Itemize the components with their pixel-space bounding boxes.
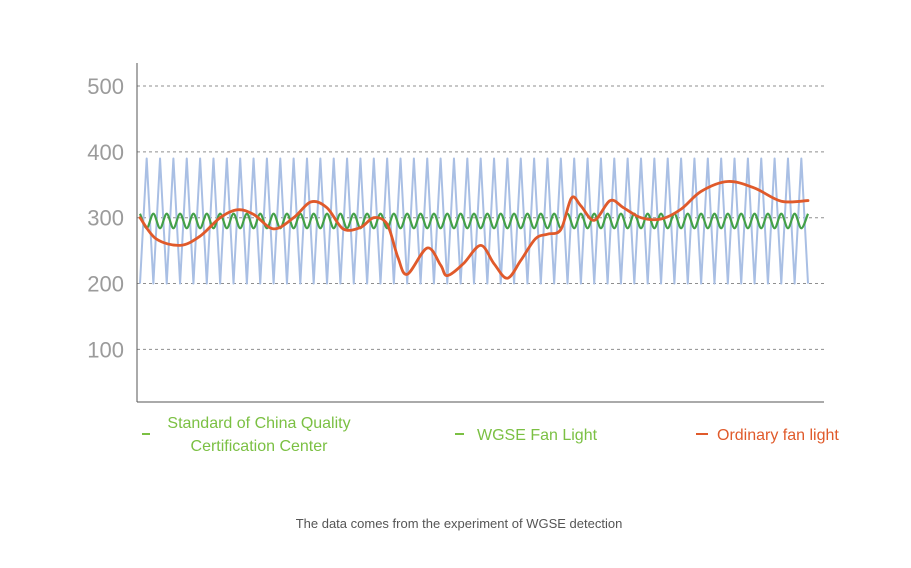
y-tick-label: 400	[87, 140, 124, 165]
series-line-standard	[139, 157, 809, 285]
y-tick-label: 100	[87, 337, 124, 362]
legend-label-wgse: WGSE Fan Light	[477, 427, 598, 444]
y-tick-label: 300	[87, 206, 124, 231]
axes: 100 200 300 400 500	[87, 63, 824, 403]
series-lines	[138, 157, 810, 285]
legend-label-standard-line2: Certification Center	[191, 438, 329, 455]
grid-lines	[137, 85, 824, 350]
y-tick-label: 500	[87, 74, 124, 99]
series-line-ordinary	[138, 180, 810, 280]
caption-group: The data comes from the experiment of WG…	[296, 516, 623, 531]
chart-caption: The data comes from the experiment of WG…	[296, 516, 623, 531]
legend-label-standard-line1: Standard of China Quality	[167, 415, 350, 432]
y-tick-label: 200	[87, 272, 124, 297]
legend-label-ordinary: Ordinary fan light	[717, 427, 839, 444]
series-line-wgse	[138, 212, 810, 230]
legend: Standard of China Quality Certification C…	[142, 415, 839, 455]
